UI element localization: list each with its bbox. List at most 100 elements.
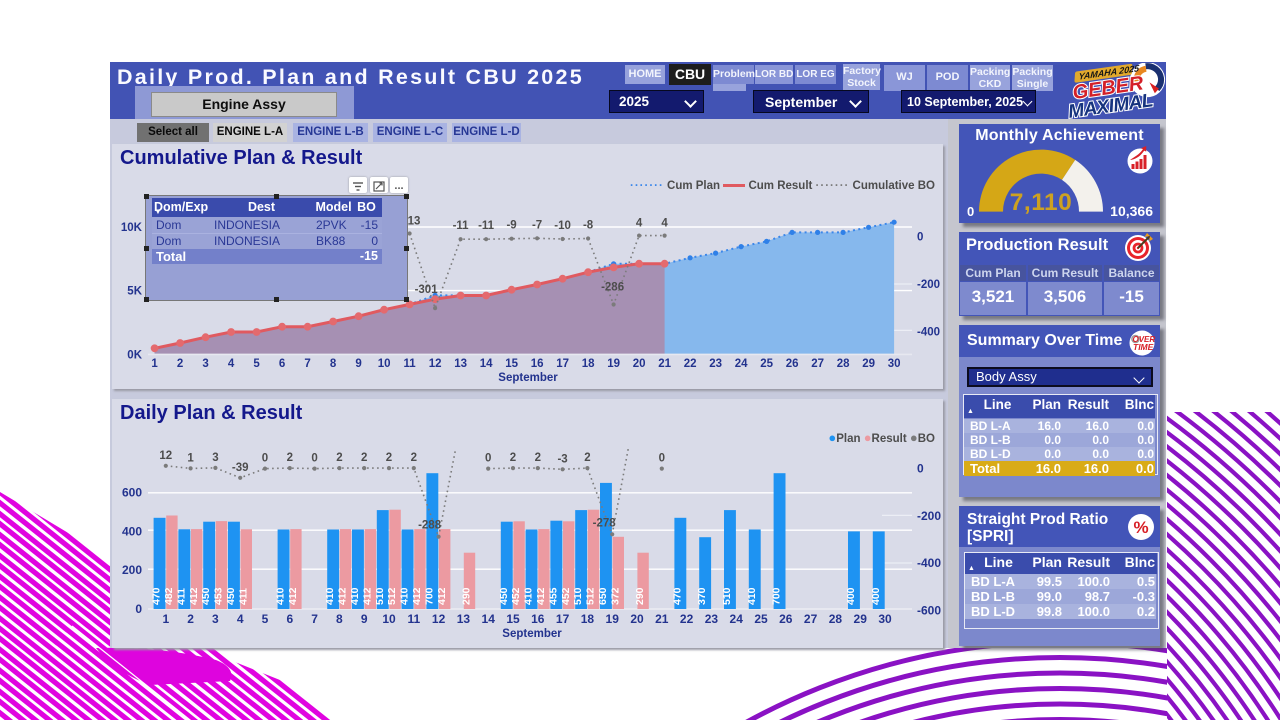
svg-text:2: 2: [584, 452, 590, 464]
svg-text:482: 482: [163, 587, 175, 605]
svg-text:412: 412: [188, 587, 200, 605]
svg-text:%: %: [1133, 518, 1148, 537]
svg-text:4: 4: [237, 612, 244, 626]
svg-text:28: 28: [829, 612, 843, 626]
svg-text:27: 27: [804, 612, 818, 626]
svg-text:29: 29: [862, 358, 875, 370]
svg-text:412: 412: [287, 587, 299, 605]
svg-text:412: 412: [535, 587, 547, 605]
svg-text:14: 14: [480, 358, 493, 370]
svg-text:22: 22: [680, 612, 694, 626]
svg-text:470: 470: [671, 587, 683, 605]
svg-text:21: 21: [658, 358, 671, 370]
svg-text:6: 6: [279, 358, 285, 370]
svg-text:4: 4: [661, 218, 668, 230]
svg-text:1: 1: [151, 358, 158, 370]
svg-text:12: 12: [159, 450, 172, 462]
svg-text:-301: -301: [415, 284, 439, 296]
svg-text:14: 14: [482, 612, 496, 626]
svg-text:30: 30: [878, 612, 892, 626]
svg-text:412: 412: [436, 587, 448, 605]
svg-text:-11: -11: [453, 220, 470, 232]
svg-text:452: 452: [510, 587, 522, 605]
svg-text:5K: 5K: [127, 286, 142, 298]
svg-text:410: 410: [324, 587, 336, 605]
svg-text:10K: 10K: [121, 222, 143, 234]
svg-text:2: 2: [510, 452, 516, 464]
svg-text:7: 7: [304, 358, 310, 370]
svg-text:17: 17: [556, 612, 570, 626]
svg-text:-11: -11: [478, 220, 495, 232]
svg-text:7: 7: [311, 612, 318, 626]
svg-text:11: 11: [407, 612, 420, 626]
svg-text:600: 600: [122, 486, 142, 500]
svg-text:400: 400: [845, 587, 857, 605]
svg-text:410: 410: [349, 587, 361, 605]
svg-text:18: 18: [581, 612, 595, 626]
svg-text:4: 4: [636, 218, 643, 230]
svg-text:410: 410: [746, 587, 758, 605]
svg-text:0: 0: [659, 453, 665, 465]
svg-text:17: 17: [556, 358, 569, 370]
svg-text:3: 3: [212, 612, 219, 626]
svg-text:28: 28: [837, 358, 850, 370]
svg-text:OVER: OVER: [1133, 335, 1156, 344]
svg-text:-7: -7: [532, 219, 542, 231]
svg-text:26: 26: [786, 358, 799, 370]
svg-text:-39: -39: [232, 462, 249, 474]
svg-text:TIME: TIME: [1133, 342, 1154, 352]
svg-text:15: 15: [505, 358, 518, 370]
svg-text:512: 512: [386, 587, 398, 605]
svg-text:-286: -286: [601, 282, 624, 294]
svg-text:700: 700: [771, 587, 783, 605]
svg-text:29: 29: [854, 612, 868, 626]
svg-text:5: 5: [262, 612, 269, 626]
svg-text:400: 400: [870, 587, 882, 605]
svg-text:12: 12: [429, 358, 442, 370]
svg-text:0K: 0K: [127, 349, 142, 361]
svg-text:-9: -9: [506, 220, 516, 232]
svg-text:-278: -278: [593, 517, 617, 529]
svg-text:0: 0: [967, 204, 974, 219]
svg-text:200: 200: [122, 563, 142, 577]
svg-text:25: 25: [754, 612, 768, 626]
svg-text:510: 510: [721, 587, 733, 605]
svg-text:290: 290: [461, 587, 473, 605]
svg-text:412: 412: [411, 587, 423, 605]
svg-text:19: 19: [607, 358, 620, 370]
svg-text:5: 5: [253, 358, 260, 370]
svg-text:410: 410: [275, 587, 287, 605]
svg-text:24: 24: [735, 358, 748, 370]
svg-text:23: 23: [705, 612, 719, 626]
svg-text:2: 2: [336, 452, 342, 464]
svg-text:512: 512: [585, 587, 597, 605]
svg-text:13: 13: [457, 612, 471, 626]
svg-text:September: September: [502, 628, 562, 640]
svg-text:8: 8: [336, 612, 343, 626]
svg-text:16: 16: [531, 612, 545, 626]
svg-text:700: 700: [423, 587, 435, 605]
svg-text:26: 26: [779, 612, 793, 626]
svg-text:8: 8: [330, 358, 337, 370]
svg-text:19: 19: [606, 612, 620, 626]
svg-text:400: 400: [122, 524, 142, 538]
svg-text:12: 12: [432, 612, 446, 626]
svg-text:0: 0: [917, 232, 923, 244]
svg-text:13: 13: [454, 358, 467, 370]
svg-text:410: 410: [399, 587, 411, 605]
svg-text:23: 23: [709, 358, 722, 370]
svg-text:470: 470: [151, 587, 163, 605]
svg-text:650: 650: [597, 587, 609, 605]
svg-text:2: 2: [535, 452, 541, 464]
svg-text:22: 22: [684, 358, 697, 370]
svg-text:450: 450: [200, 587, 212, 605]
svg-text:-8: -8: [583, 220, 594, 232]
svg-text:September: September: [498, 372, 558, 384]
svg-text:21: 21: [655, 612, 669, 626]
svg-text:-10: -10: [554, 220, 571, 232]
svg-text:452: 452: [560, 587, 572, 605]
svg-text:10: 10: [378, 358, 391, 370]
svg-text:2: 2: [411, 452, 417, 464]
svg-text:3: 3: [212, 452, 218, 464]
svg-text:7,110: 7,110: [1010, 189, 1072, 216]
